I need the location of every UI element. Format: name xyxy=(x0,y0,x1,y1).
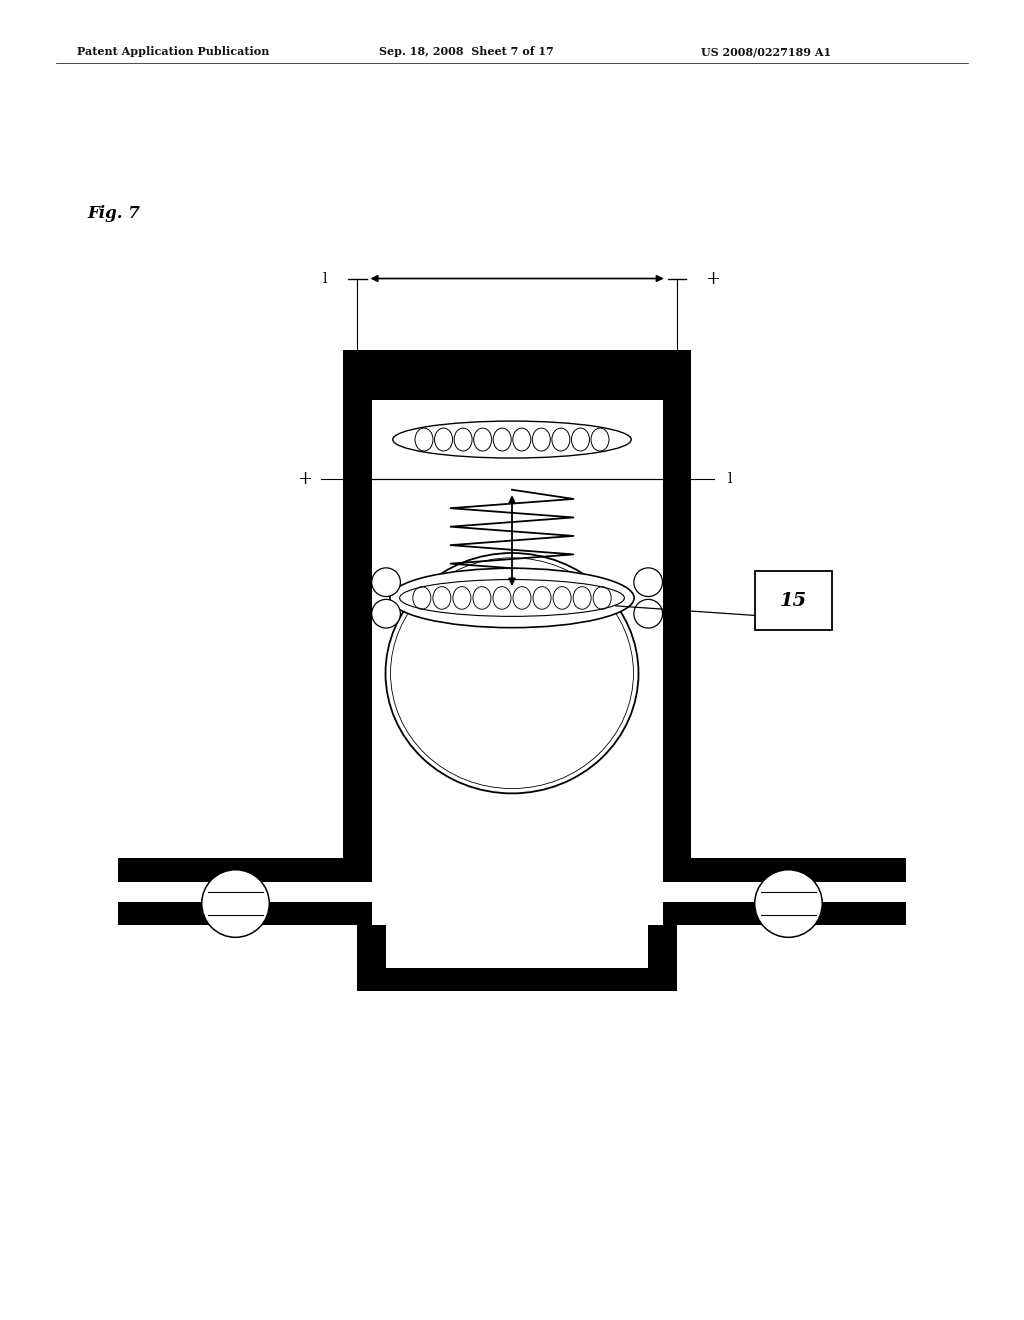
Bar xyxy=(118,858,372,882)
Bar xyxy=(343,400,372,838)
Bar xyxy=(357,925,677,968)
Text: l: l xyxy=(728,473,732,486)
Ellipse shape xyxy=(385,553,639,793)
Ellipse shape xyxy=(390,558,634,788)
Bar xyxy=(343,838,372,871)
Text: Fig. 7: Fig. 7 xyxy=(87,205,140,222)
Ellipse shape xyxy=(634,599,663,628)
Bar xyxy=(343,350,691,400)
Bar xyxy=(663,838,691,871)
Ellipse shape xyxy=(372,568,400,597)
Ellipse shape xyxy=(390,568,634,627)
Bar xyxy=(756,570,831,630)
Text: +: + xyxy=(706,269,720,288)
Bar xyxy=(663,400,691,838)
Bar xyxy=(648,925,677,991)
Text: US 2008/0227189 A1: US 2008/0227189 A1 xyxy=(701,46,831,57)
Ellipse shape xyxy=(634,568,663,597)
Ellipse shape xyxy=(202,870,269,937)
Text: +: + xyxy=(297,470,311,488)
Bar xyxy=(357,925,386,991)
Text: 15: 15 xyxy=(780,591,807,610)
Bar xyxy=(118,902,372,925)
Text: Patent Application Publication: Patent Application Publication xyxy=(77,46,269,57)
Bar xyxy=(663,902,906,925)
Bar xyxy=(372,858,663,925)
Text: l: l xyxy=(323,272,327,285)
Text: Sep. 18, 2008  Sheet 7 of 17: Sep. 18, 2008 Sheet 7 of 17 xyxy=(379,46,554,57)
Bar xyxy=(357,968,677,991)
Bar xyxy=(663,858,906,882)
Bar xyxy=(372,400,663,838)
Ellipse shape xyxy=(755,870,822,937)
Ellipse shape xyxy=(372,599,400,628)
Ellipse shape xyxy=(399,579,625,616)
